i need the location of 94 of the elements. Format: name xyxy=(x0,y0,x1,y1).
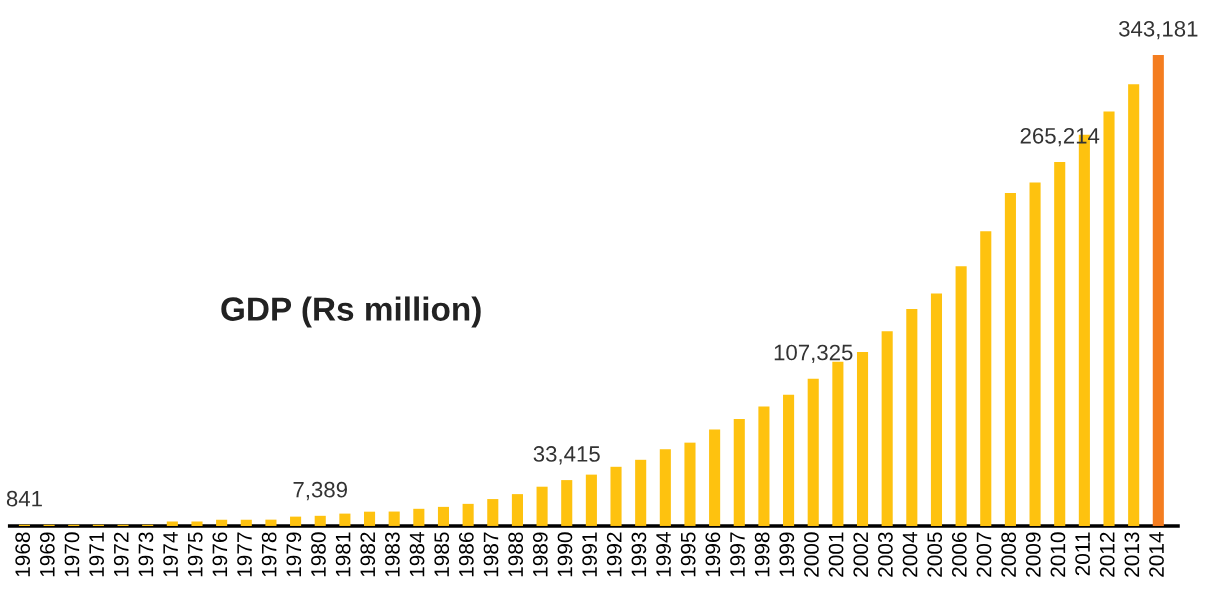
bar xyxy=(216,519,228,526)
x-tick-label: 1986 xyxy=(458,532,474,577)
bar xyxy=(635,459,647,526)
x-tick-label: 1969 xyxy=(39,532,55,577)
x-tick-label: 1994 xyxy=(656,532,671,577)
x-tick-label: 1972 xyxy=(113,532,129,577)
x-tick-label: 1987 xyxy=(483,532,499,577)
x-tick-label: 1981 xyxy=(335,532,351,577)
bar xyxy=(1152,54,1164,526)
x-tick-label: 1968 xyxy=(15,532,31,577)
x-tick-label: 2001 xyxy=(828,532,844,577)
bar xyxy=(1054,161,1066,526)
bar xyxy=(1103,111,1115,526)
bar xyxy=(487,499,499,526)
x-tick-label: 1978 xyxy=(261,532,277,577)
bar xyxy=(511,494,523,526)
x-tick-label: 2010 xyxy=(1050,532,1066,577)
x-tick-label: 1985 xyxy=(434,532,450,577)
data-label: 7,389 xyxy=(293,481,347,501)
x-tick-label: 1996 xyxy=(705,532,721,577)
bar xyxy=(610,466,622,526)
bar xyxy=(856,351,869,526)
x-tick-label: 2003 xyxy=(878,532,893,577)
x-tick-label: 2013 xyxy=(1124,532,1140,577)
bar xyxy=(930,293,943,526)
x-tick-label: 2009 xyxy=(1025,532,1041,577)
bar xyxy=(240,519,252,526)
bar xyxy=(733,418,745,526)
x-tick-label: 2000 xyxy=(804,532,819,577)
x-tick-label: 2004 xyxy=(902,532,918,577)
bar xyxy=(388,511,400,526)
x-tick-label: 1982 xyxy=(360,532,376,577)
bar xyxy=(561,480,573,526)
bar xyxy=(1029,182,1041,526)
x-tick-label: 1988 xyxy=(508,532,524,577)
x-tick-label: 1980 xyxy=(311,532,326,577)
x-tick-label: 1979 xyxy=(286,532,302,577)
bar xyxy=(955,266,967,526)
x-tick-label: 1971 xyxy=(89,532,104,577)
x-tick-label: 2002 xyxy=(853,532,869,577)
bar xyxy=(290,516,302,526)
text: GDP (Rs million) xyxy=(221,296,481,328)
x-tick-label: 2011 xyxy=(1075,532,1090,576)
x-tick-label: 1995 xyxy=(680,532,696,577)
x-tick-label: 1990 xyxy=(557,532,573,577)
x-tick-label: 1984 xyxy=(409,532,425,577)
bar xyxy=(585,474,597,526)
bar xyxy=(363,511,376,526)
bar xyxy=(807,378,819,526)
x-tick-label: 2012 xyxy=(1099,532,1115,577)
x-tick-label: 1998 xyxy=(754,532,770,577)
bar xyxy=(906,309,918,526)
x-tick-label: 1997 xyxy=(730,532,745,577)
bar xyxy=(536,486,548,526)
bar xyxy=(832,361,844,526)
x-tick-label: 1977 xyxy=(237,532,252,577)
x-tick-label: 1983 xyxy=(385,532,400,577)
bar xyxy=(413,508,425,526)
x-tick-label: 1991 xyxy=(582,532,597,577)
bar xyxy=(191,521,203,526)
x-tick-label: 1976 xyxy=(212,532,228,577)
bar xyxy=(709,429,721,526)
x-tick-label: 1999 xyxy=(779,532,795,577)
bar xyxy=(980,231,992,526)
bar xyxy=(339,513,351,526)
bar xyxy=(758,406,770,526)
bar xyxy=(314,515,326,526)
bar xyxy=(659,449,671,526)
x-tick-label: 2005 xyxy=(927,532,943,577)
x-tick-label: 1973 xyxy=(138,532,154,577)
data-label: 841 xyxy=(6,490,42,507)
bar xyxy=(1128,84,1140,526)
bar xyxy=(1004,193,1016,526)
bar xyxy=(166,521,178,526)
data-label: 33,415 xyxy=(533,446,600,465)
x-tick-label: 2006 xyxy=(951,532,967,577)
x-tick-label: 1975 xyxy=(187,532,203,577)
bar xyxy=(881,331,893,526)
bar xyxy=(265,519,277,526)
x-tick-label: 1993 xyxy=(631,532,647,577)
data-label: 107,325 xyxy=(774,344,853,363)
x-tick-label: 2008 xyxy=(1001,532,1017,577)
x-tick-label: 2014 xyxy=(1149,532,1164,577)
data-label: 343,181 xyxy=(1119,20,1198,40)
bar xyxy=(783,394,795,526)
bar xyxy=(437,506,450,526)
data-label: 265,214 xyxy=(1020,127,1100,147)
bar xyxy=(462,503,474,526)
x-tick-label: 2007 xyxy=(976,532,992,577)
x-tick-label: 1992 xyxy=(606,532,622,577)
bar xyxy=(684,442,696,526)
x-tick-label: 1974 xyxy=(163,532,178,577)
x-tick-label: 1989 xyxy=(532,532,548,577)
x-tick-label: 1970 xyxy=(64,532,80,577)
